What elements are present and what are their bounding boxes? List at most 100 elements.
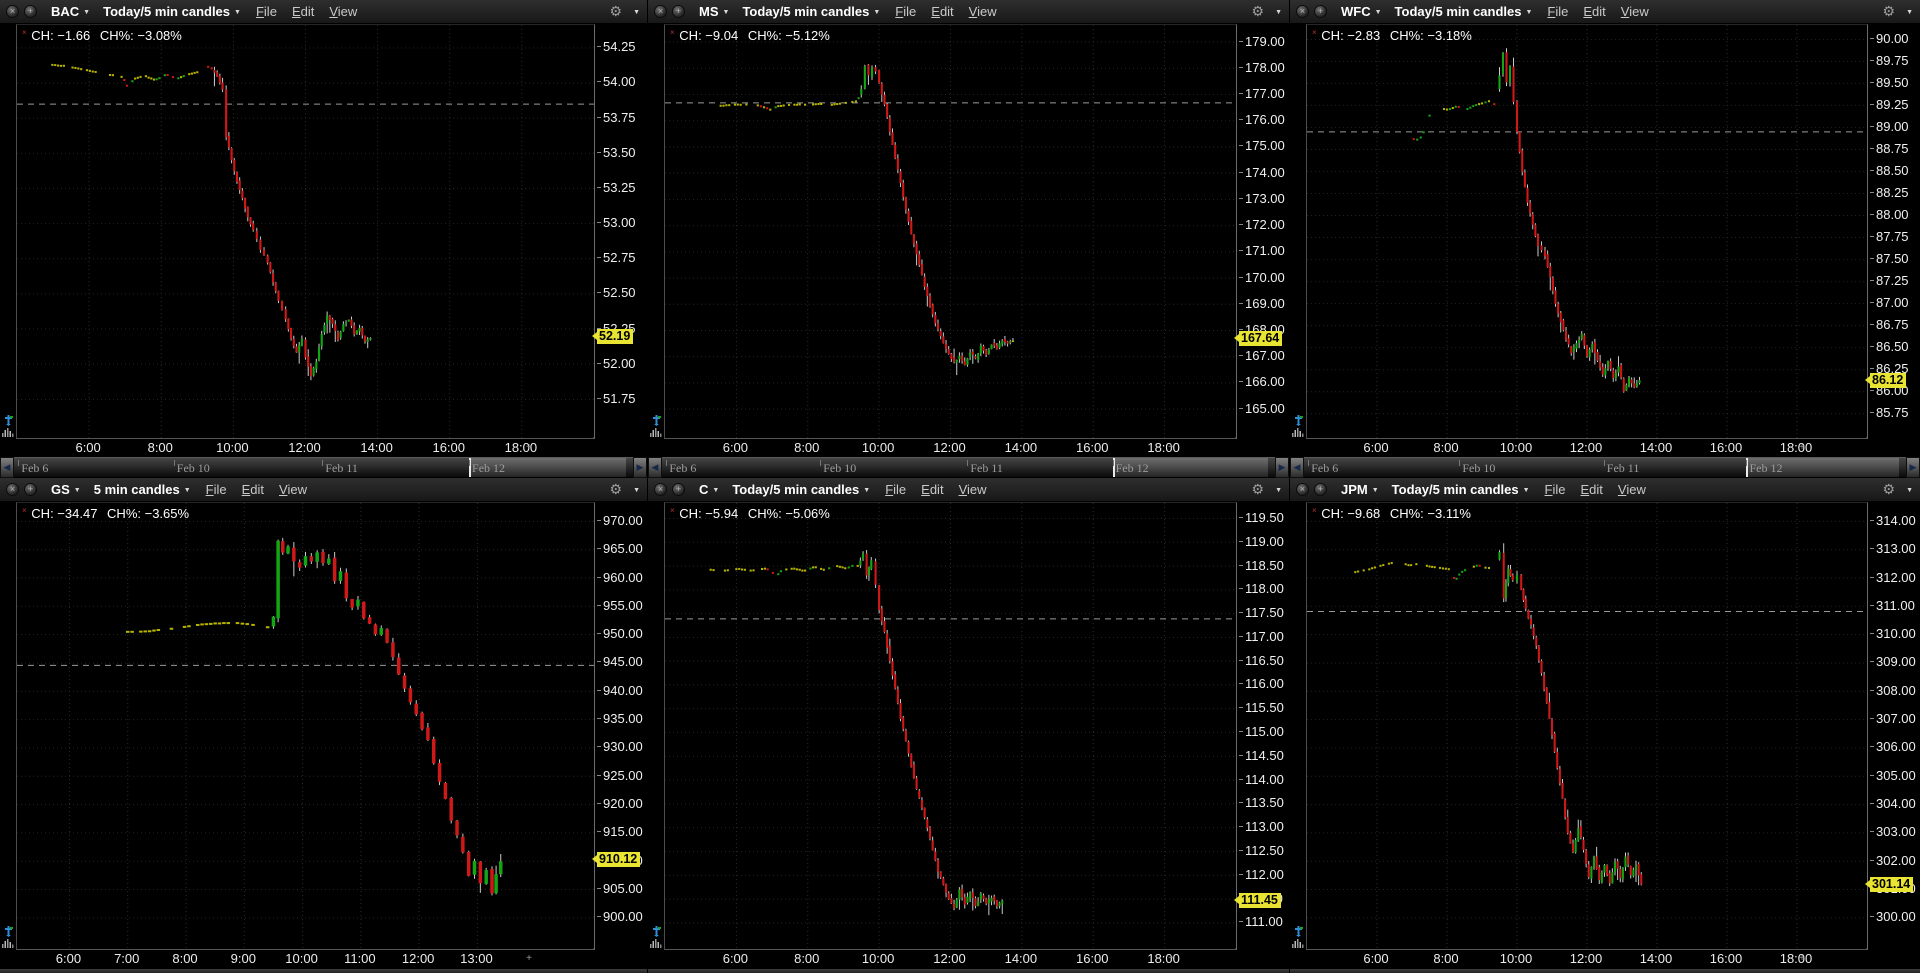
chart-style-icon[interactable]	[1865, 435, 1868, 439]
chart-style-icon[interactable]	[651, 926, 662, 937]
chart-style-icon[interactable]	[592, 435, 595, 439]
timeframe-dropdown[interactable]: 5 min candles	[93, 482, 180, 497]
volume-bars-icon[interactable]	[2, 427, 15, 437]
remove-indicator-icon[interactable]: ×	[670, 28, 675, 37]
chevron-down-icon[interactable]: ▼	[633, 8, 640, 16]
time-axis[interactable]: 6:00 8:00 10:00 12:00 14:00 16:00 18:00 +	[648, 950, 1289, 968]
chevron-down-icon[interactable]: ▼	[1906, 8, 1913, 16]
gear-icon[interactable]: ⚙	[1882, 481, 1896, 497]
remove-indicator-icon[interactable]: ×	[670, 506, 675, 515]
menu-file[interactable]: File	[895, 4, 917, 19]
close-panel-button[interactable]: ×	[6, 5, 19, 18]
symbol-dropdown[interactable]: C	[699, 482, 709, 497]
chart-style-icon[interactable]	[3, 926, 14, 937]
scroll-right-button[interactable]: ▶	[1275, 457, 1289, 478]
chart-style-icon[interactable]	[1293, 926, 1304, 937]
symbol-dropdown[interactable]: JPM	[1341, 482, 1368, 497]
time-axis[interactable]: 6:00 8:00 10:00 12:00 14:00 16:00 18:00 +	[1290, 950, 1920, 968]
menu-view[interactable]: View	[958, 482, 987, 497]
volume-bars-icon[interactable]	[650, 427, 663, 437]
scroll-left-button[interactable]: ◀	[648, 457, 662, 478]
volume-bars-icon[interactable]	[650, 938, 663, 948]
remove-indicator-icon[interactable]: ×	[1312, 28, 1317, 37]
chevron-down-icon[interactable]: ▼	[83, 8, 91, 16]
chevron-down-icon[interactable]: ▼	[73, 486, 81, 494]
time-axis[interactable]: 6:00 8:00 10:00 12:00 14:00 16:00 18:00 +	[648, 439, 1289, 457]
symbol-dropdown[interactable]: WFC	[1341, 4, 1371, 19]
volume-bars-icon[interactable]	[2, 938, 15, 948]
gear-icon[interactable]: ⚙	[1251, 481, 1265, 497]
price-axis[interactable]: 90.00 89.75 89.50 89.25 89.00 88.75 88.50 88.25…	[1864, 24, 1920, 439]
price-axis[interactable]: 970.00 965.00 960.00 955.00 950.00 945.00 940.…	[591, 502, 647, 950]
popout-panel-button[interactable]: +	[672, 483, 685, 496]
close-panel-button[interactable]: ×	[1296, 5, 1309, 18]
gear-icon[interactable]: ⚙	[609, 481, 623, 497]
close-panel-button[interactable]: ×	[6, 483, 19, 496]
chart-style-icon[interactable]	[1293, 415, 1304, 426]
chart-style-icon[interactable]	[592, 946, 595, 950]
chart-style-icon[interactable]	[1865, 946, 1868, 950]
scrollbar-track[interactable]: Feb 6 Feb 10 Feb 11 Feb 12	[662, 457, 1275, 478]
menu-file[interactable]: File	[1547, 4, 1569, 19]
chevron-down-icon[interactable]: ▼	[722, 8, 730, 16]
chart-style-icon[interactable]	[1234, 435, 1237, 439]
chevron-down-icon[interactable]: ▼	[712, 486, 720, 494]
candlestick-plot[interactable]: × CH: −9.68 CH%: −3.11%	[1306, 502, 1868, 950]
scrollbar-thumb[interactable]	[468, 458, 626, 477]
gear-icon[interactable]: ⚙	[1882, 3, 1896, 19]
chevron-down-icon[interactable]: ▼	[863, 486, 871, 494]
time-axis[interactable]: 6:00 8:00 10:00 12:00 14:00 16:00 18:00 +	[0, 439, 647, 457]
chevron-down-icon[interactable]: ▼	[234, 8, 241, 16]
menu-view[interactable]: View	[1620, 4, 1649, 19]
menu-edit[interactable]: Edit	[931, 4, 954, 19]
scrollbar-thumb[interactable]	[1746, 458, 1899, 477]
symbol-dropdown[interactable]: GS	[51, 482, 70, 497]
chevron-down-icon[interactable]: ▼	[183, 486, 191, 494]
timeframe-dropdown[interactable]: Today/5 min candles	[732, 482, 860, 497]
scroll-right-button[interactable]: ▶	[1906, 457, 1920, 478]
gear-icon[interactable]: ⚙	[609, 3, 623, 19]
chevron-down-icon[interactable]: ▼	[1275, 486, 1282, 494]
chevron-down-icon[interactable]: ▼	[1906, 486, 1913, 494]
price-axis[interactable]: 314.00 313.00 312.00 311.00 310.00 309.00 308.…	[1864, 502, 1920, 950]
symbol-dropdown[interactable]: MS	[699, 4, 719, 19]
menu-view[interactable]: View	[279, 482, 307, 497]
remove-indicator-icon[interactable]: ×	[22, 28, 27, 37]
close-panel-button[interactable]: ×	[654, 483, 667, 496]
remove-indicator-icon[interactable]: ×	[22, 506, 27, 515]
menu-edit[interactable]: Edit	[1580, 482, 1603, 497]
menu-file[interactable]: File	[1544, 482, 1566, 497]
scrollbar-track[interactable]: Feb 6 Feb 10 Feb 11 Feb 12	[1304, 457, 1906, 478]
time-axis[interactable]: 6:00 8:00 10:00 12:00 14:00 16:00 18:00 +	[1290, 439, 1920, 457]
scrollbar-track[interactable]: Feb 6 Feb 10 Feb 11 Feb 12	[14, 457, 633, 478]
candlestick-plot[interactable]: × CH: −1.66 CH%: −3.08%	[16, 24, 595, 439]
timeframe-dropdown[interactable]: Today/5 min candles	[103, 4, 231, 19]
volume-bars-icon[interactable]	[1292, 938, 1305, 948]
chart-style-icon[interactable]	[1234, 946, 1237, 950]
chart-style-icon[interactable]	[651, 415, 662, 426]
close-panel-button[interactable]: ×	[1296, 483, 1309, 496]
close-panel-button[interactable]: ×	[654, 5, 667, 18]
scroll-left-button[interactable]: ◀	[1290, 457, 1304, 478]
scroll-right-button[interactable]: ▶	[633, 457, 647, 478]
symbol-dropdown[interactable]: BAC	[51, 4, 80, 19]
menu-edit[interactable]: Edit	[291, 4, 315, 19]
candlestick-plot[interactable]: × CH: −34.47 CH%: −3.65%	[16, 502, 595, 950]
popout-panel-button[interactable]: +	[1314, 5, 1327, 18]
candlestick-plot[interactable]: × CH: −2.83 CH%: −3.18%	[1306, 24, 1868, 439]
price-axis[interactable]: 179.00 178.00 177.00 176.00 175.00 174.00 173.…	[1233, 24, 1289, 439]
chevron-down-icon[interactable]: ▼	[633, 486, 640, 494]
popout-panel-button[interactable]: +	[24, 5, 37, 18]
scroll-left-button[interactable]: ◀	[0, 457, 14, 478]
candlestick-plot[interactable]: × CH: −5.94 CH%: −5.06%	[664, 502, 1237, 950]
price-axis[interactable]: 54.25 54.00 53.75 53.50 53.25 53.00 52.75 52.50…	[591, 24, 647, 439]
menu-view[interactable]: View	[968, 4, 997, 19]
menu-view[interactable]: View	[1617, 482, 1646, 497]
timeframe-dropdown[interactable]: Today/5 min candles	[742, 4, 870, 19]
menu-file[interactable]: File	[205, 482, 227, 497]
chart-style-icon[interactable]	[3, 415, 14, 426]
chevron-down-icon[interactable]: ▼	[1371, 486, 1379, 494]
volume-bars-icon[interactable]	[1292, 427, 1305, 437]
chevron-down-icon[interactable]: ▼	[873, 8, 881, 16]
remove-indicator-icon[interactable]: ×	[1312, 506, 1317, 515]
